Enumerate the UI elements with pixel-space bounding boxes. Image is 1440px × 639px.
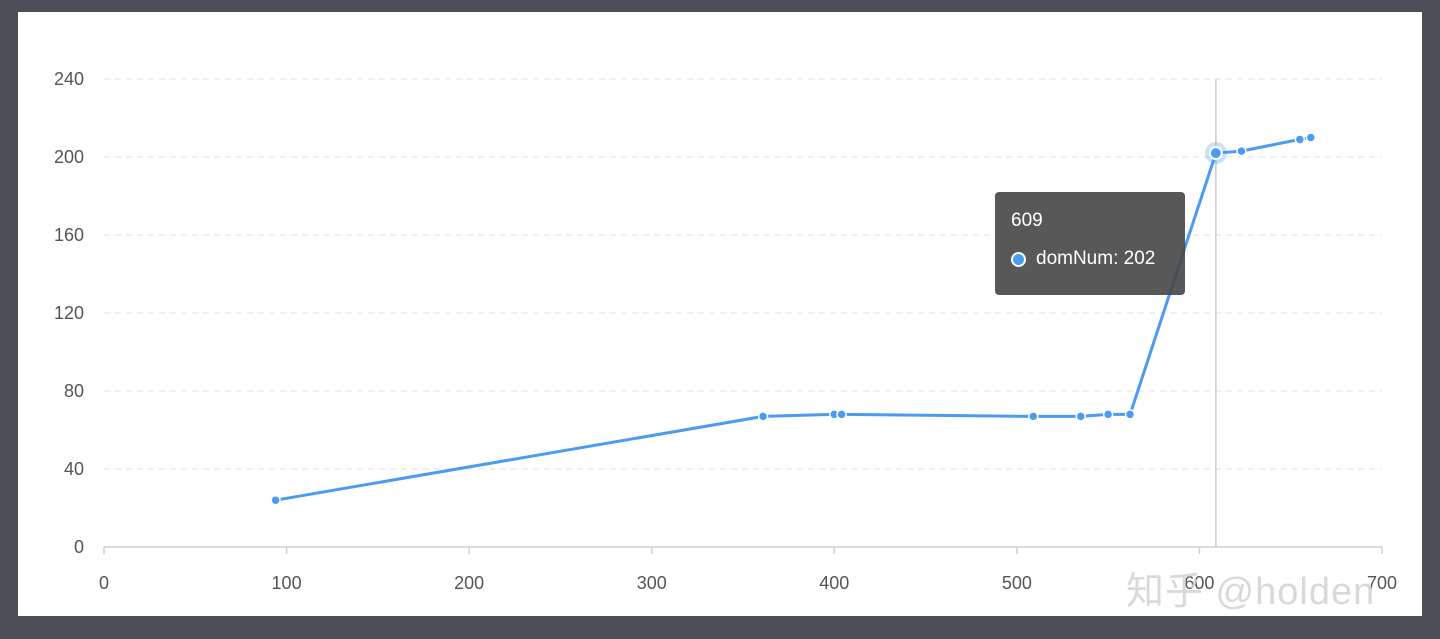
series-domNum bbox=[270, 132, 1317, 506]
x-tick-label-700: 700 bbox=[1367, 573, 1397, 593]
highlight-point bbox=[1208, 146, 1223, 161]
x-tick-label-100: 100 bbox=[272, 573, 302, 593]
y-tick-label-80: 80 bbox=[64, 381, 84, 401]
tooltip-title: 609 bbox=[1011, 210, 1043, 231]
line-chart: 0 40 80 120 160 200 240 0 100 200 300 400 500 600 700 bbox=[54, 69, 1397, 593]
data-point bbox=[1294, 134, 1306, 145]
y-tick-label-240: 240 bbox=[54, 69, 84, 89]
axes bbox=[103, 546, 1383, 554]
x-tick-label-500: 500 bbox=[1002, 573, 1032, 593]
x-tick-label-200: 200 bbox=[454, 573, 484, 593]
tooltip-series-value: domNum: 202 bbox=[1036, 248, 1156, 269]
data-point bbox=[1305, 132, 1317, 143]
data-point bbox=[1075, 411, 1087, 422]
y-tick-label-40: 40 bbox=[64, 459, 84, 479]
data-point bbox=[1102, 409, 1114, 420]
data-point bbox=[836, 409, 847, 420]
tick-labels: 0 40 80 120 160 200 240 0 100 200 300 400 500 600 700 bbox=[54, 69, 1397, 593]
watermark: 知乎 @holden bbox=[1126, 571, 1376, 613]
y-tick-label-0: 0 bbox=[74, 537, 84, 557]
x-tick-label-400: 400 bbox=[819, 573, 849, 593]
tooltip-series-marker bbox=[1011, 251, 1026, 267]
x-tick-label-0: 0 bbox=[99, 573, 109, 593]
grid-lines bbox=[104, 78, 1382, 470]
data-point bbox=[1124, 409, 1136, 420]
series-line-domNum bbox=[275, 136, 1312, 502]
tooltip-row: domNum: 202 bbox=[1011, 248, 1169, 270]
y-tick-label-160: 160 bbox=[54, 225, 84, 245]
data-point bbox=[757, 411, 769, 422]
x-tick-label-300: 300 bbox=[637, 573, 667, 593]
data-point bbox=[1028, 411, 1039, 422]
data-point bbox=[1236, 145, 1247, 157]
chart-panel: 0 40 80 120 160 200 240 0 100 200 300 400 500 600 700 … bbox=[18, 12, 1422, 616]
y-tick-label-200: 200 bbox=[54, 147, 84, 167]
y-tick-label-120: 120 bbox=[54, 303, 84, 323]
data-point bbox=[270, 494, 281, 506]
tooltip: 609 domNum: 202 bbox=[995, 192, 1185, 295]
x-tick-label-600: 600 bbox=[1184, 573, 1214, 593]
